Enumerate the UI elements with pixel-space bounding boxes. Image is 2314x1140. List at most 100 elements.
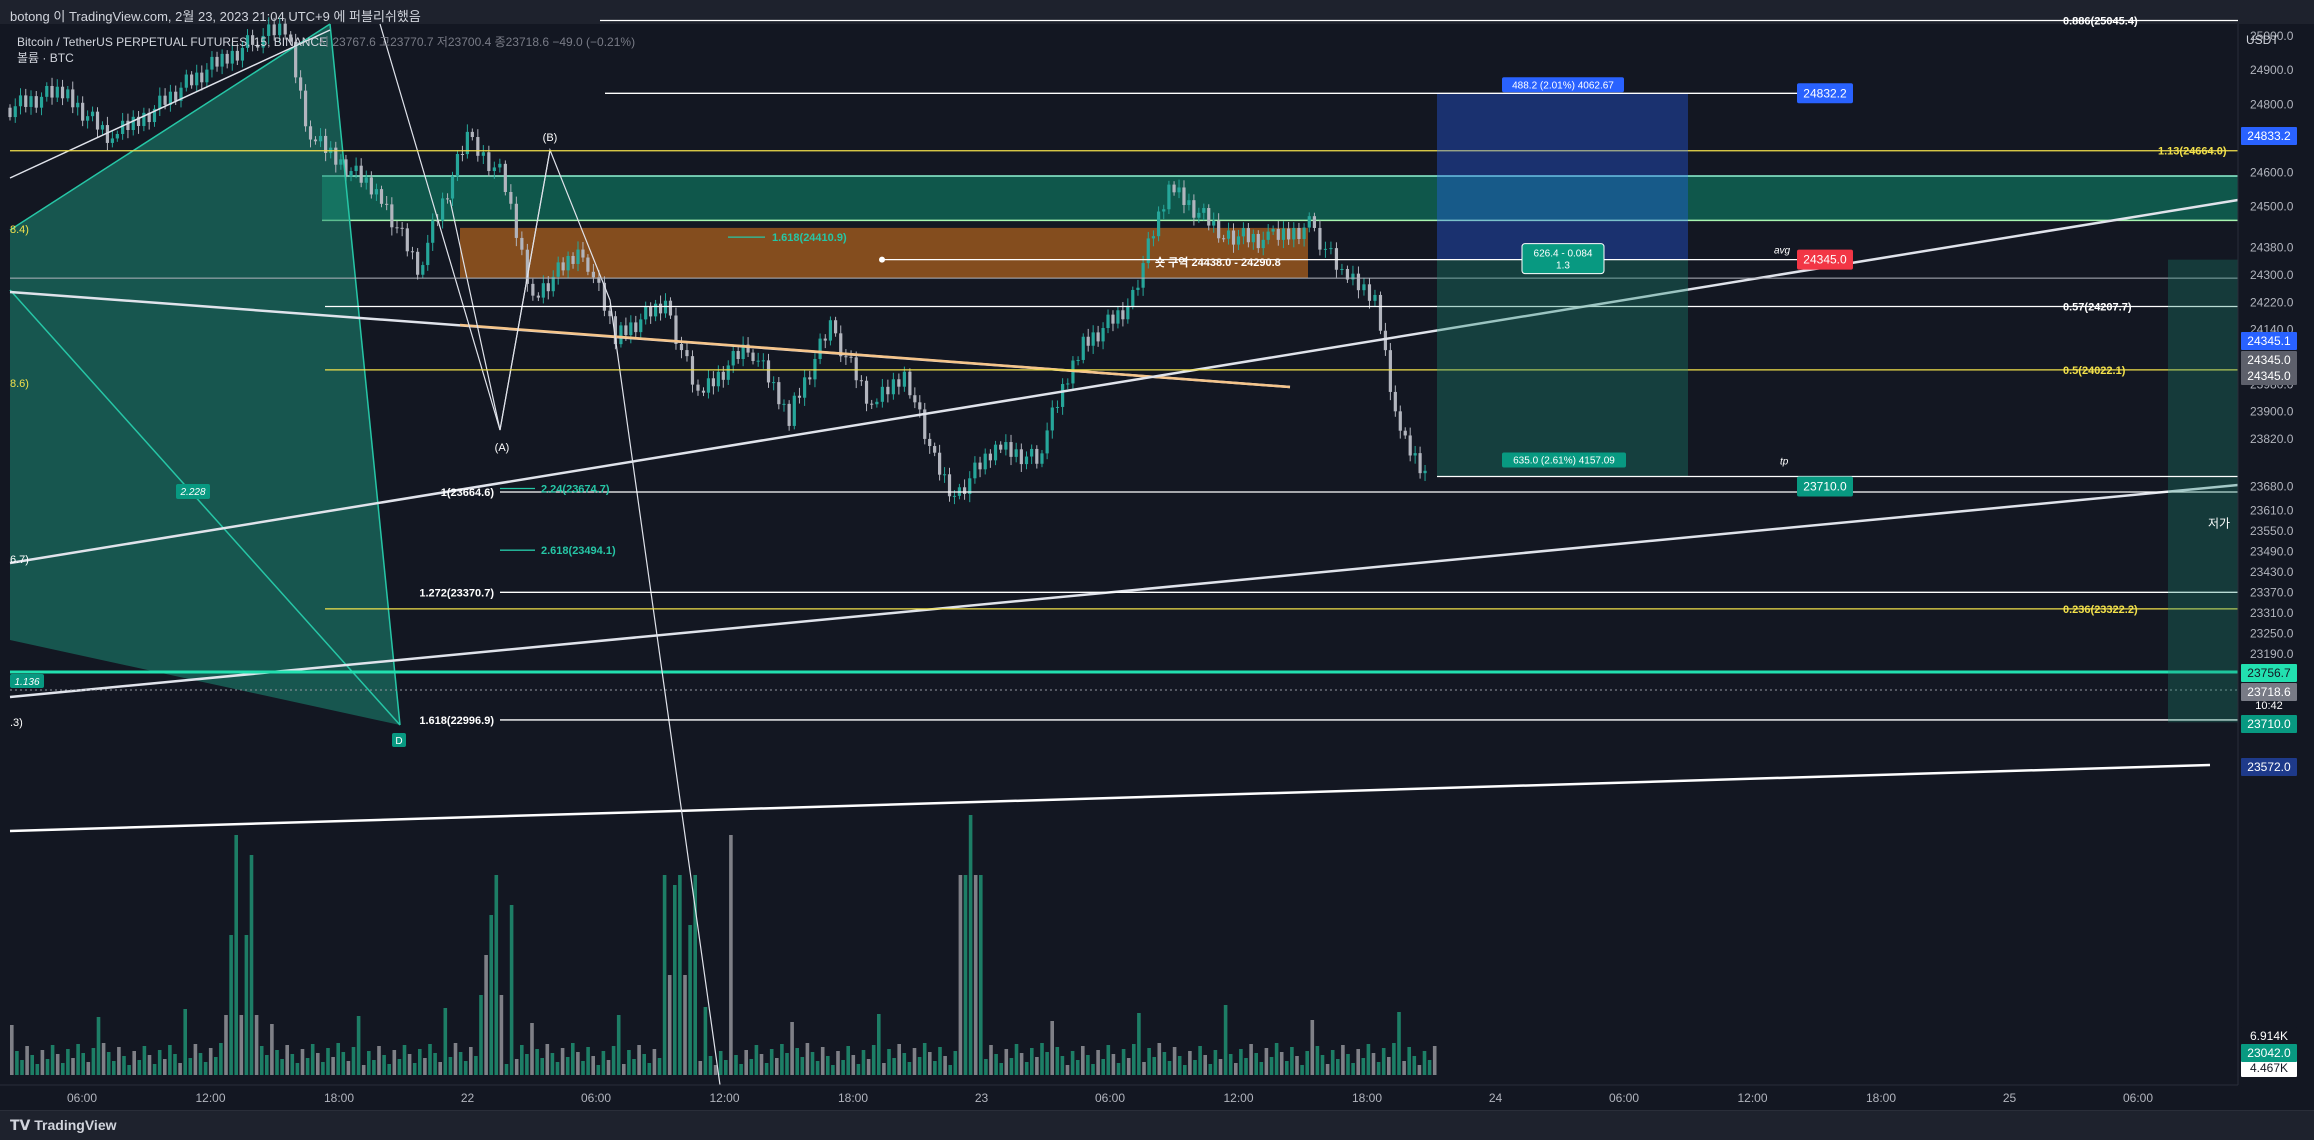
y-tick-label: 24380.0	[2250, 241, 2294, 255]
volume-bar	[1004, 1049, 1009, 1075]
candle-body	[546, 283, 550, 292]
time-axis[interactable]	[0, 1085, 2314, 1110]
candle-body	[1014, 449, 1018, 457]
price-axis[interactable]	[2238, 24, 2314, 1085]
volume-bar	[1183, 1065, 1187, 1075]
candle-body	[1383, 330, 1388, 351]
volume-bar	[611, 1046, 616, 1075]
volume-bar	[30, 1055, 34, 1075]
volume-bar	[637, 1045, 641, 1075]
candle-body	[999, 444, 1003, 450]
candle-body	[514, 203, 518, 238]
candle-body	[880, 386, 884, 402]
candle-body	[235, 50, 239, 61]
volume-bar	[1045, 1052, 1049, 1075]
volume-bar	[1116, 1063, 1121, 1075]
symbol-title[interactable]: Bitcoin / TetherUS PERPETUAL FUTURES, 15…	[17, 35, 327, 49]
volume-bar	[545, 1044, 550, 1075]
candle-body	[942, 474, 947, 476]
candle-body	[818, 338, 822, 359]
volume-bar	[224, 1015, 228, 1075]
volume-bar	[963, 875, 968, 1075]
volume-bar	[606, 1060, 611, 1075]
volume-bar	[576, 1052, 580, 1075]
candle-body	[685, 350, 689, 357]
volume-bar	[1366, 1044, 1371, 1075]
volume-bar	[1228, 1054, 1233, 1075]
candle-body	[1408, 435, 1412, 456]
candle-body	[152, 108, 157, 123]
candle-body	[716, 371, 720, 387]
y-tick-label: 23310.0	[2250, 606, 2294, 620]
volume-bar	[1172, 1047, 1177, 1075]
y-tick-label: 25000.0	[2250, 29, 2294, 43]
candle-body	[576, 249, 580, 264]
volume-bar	[601, 1051, 606, 1075]
x-tick-label: 18:00	[1352, 1091, 1382, 1105]
chart-price-tag: 23710.0	[1803, 479, 1847, 493]
candle-body	[1141, 263, 1145, 288]
volume-bar	[249, 855, 254, 1075]
volume-bar	[907, 1062, 912, 1075]
volume-bar	[571, 1043, 575, 1075]
volume-bar	[127, 1065, 131, 1075]
volume-bar	[101, 1043, 106, 1075]
volume-bar	[453, 1043, 458, 1075]
candle-body	[1287, 228, 1291, 240]
volume-bar	[1259, 1062, 1264, 1075]
volume-bar	[1300, 1065, 1304, 1075]
candle-body	[465, 131, 469, 155]
candle-body	[1040, 453, 1044, 464]
candle-body	[1177, 187, 1181, 193]
volume-bar	[346, 1061, 351, 1075]
volume-bar	[866, 1059, 871, 1075]
candle-body	[308, 126, 313, 140]
volume-bar	[489, 915, 493, 1075]
candle-body	[256, 44, 260, 48]
volume-bar	[1269, 1057, 1274, 1075]
x-tick-label: 24	[1489, 1091, 1503, 1105]
candle-body	[602, 282, 607, 311]
x-tick-label: 25	[2003, 1091, 2017, 1105]
candle-body	[184, 74, 188, 88]
price-chart[interactable]: 숏 구역 24438.0 - 24290.8 0.886(25045.4) 1.13…	[0, 0, 2314, 1110]
volume-bar	[387, 1064, 391, 1075]
candle-body	[1403, 430, 1407, 436]
candle-body	[854, 357, 858, 381]
candle-body	[1222, 238, 1226, 240]
candle-body	[649, 306, 653, 317]
candle-body	[1373, 294, 1377, 301]
volume-bar	[514, 1059, 519, 1075]
entry-anchor-dot	[879, 256, 885, 263]
tradingview-logo[interactable]: 𝗧𝗩 TradingView	[10, 1117, 117, 1134]
candle-body	[897, 379, 901, 387]
y-tick-label: 23550.0	[2250, 524, 2294, 538]
volume-bar	[331, 1057, 335, 1075]
volume-bar	[805, 1043, 810, 1075]
volume-bar	[861, 1050, 866, 1075]
volume-bar	[586, 1047, 590, 1075]
volume-bar	[724, 1060, 728, 1075]
candle-body	[374, 189, 379, 195]
axis-price-tag: 4.467K	[2250, 1061, 2288, 1075]
volume-bar	[1086, 1055, 1090, 1075]
volume-bar	[1218, 1059, 1223, 1075]
volume-bar	[173, 1054, 177, 1075]
volume-bar	[1330, 1050, 1335, 1075]
candle-body	[126, 120, 130, 131]
volume-bar	[1203, 1055, 1207, 1075]
candle-body	[731, 351, 735, 366]
volume-bar	[718, 1051, 723, 1075]
volume-bar	[999, 1063, 1003, 1075]
volume-bar	[989, 1045, 993, 1075]
volume-legend[interactable]: 볼륨 · BTC	[17, 51, 74, 65]
bar-countdown: 10:42	[2255, 700, 2283, 712]
y-tick-label: 23370.0	[2250, 586, 2294, 600]
harmonic-leg	[329, 23, 401, 726]
candle-body	[726, 365, 730, 380]
volume-bar	[479, 995, 483, 1075]
volume-bar	[1371, 1053, 1376, 1075]
volume-bar	[820, 1047, 825, 1075]
volume-bar	[438, 1062, 442, 1075]
volume-bar	[1188, 1051, 1192, 1075]
